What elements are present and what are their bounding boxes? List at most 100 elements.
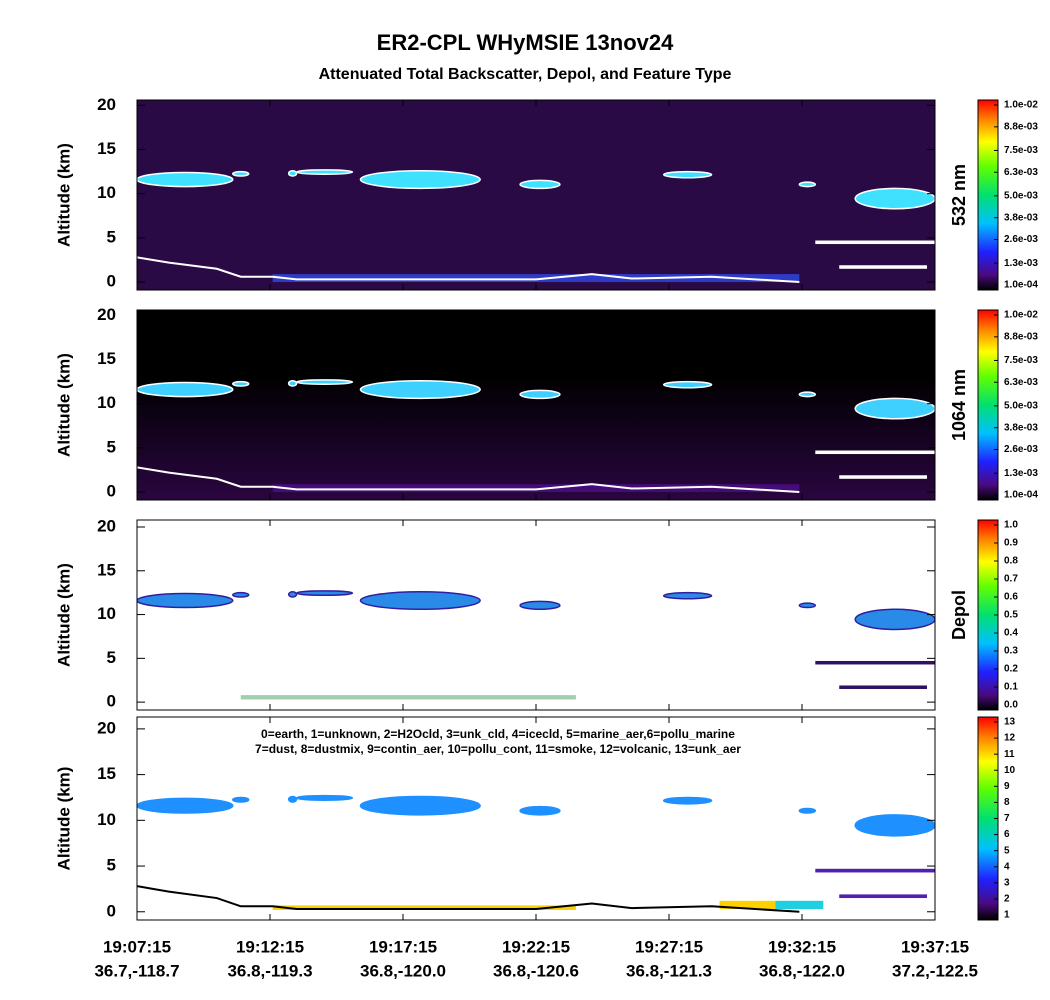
cloud-feature: [798, 181, 817, 188]
colorbar-tick-label: 9: [1004, 781, 1010, 792]
x-tick-coord: 36.8,-119.3: [227, 961, 312, 980]
cloud-feature: [519, 389, 561, 400]
cloud-feature: [359, 169, 481, 190]
plot-background: [137, 520, 935, 710]
cloud-feature: [798, 602, 817, 609]
low-layer: [839, 475, 928, 479]
colorbar-tick-label: 6.3e-03: [1004, 167, 1038, 178]
y-tick-label: 15: [97, 349, 116, 368]
cloud-feature: [232, 380, 250, 387]
colorbar-tick-label: 5.0e-03: [1004, 191, 1038, 202]
x-tick-coord: 36.7,-118.7: [94, 961, 179, 980]
colorbar-tick-label: 1.3e-03: [1004, 258, 1038, 269]
colorbar-label: Depol: [949, 590, 969, 640]
surface-line: [137, 885, 800, 913]
plot-background: [137, 100, 935, 290]
colorbar-tick-label: 1.0e-02: [1004, 310, 1038, 321]
colorbar-tick-label: 10: [1004, 765, 1016, 776]
colorbar-tick-label: 4: [1004, 861, 1010, 872]
colorbar: [977, 99, 999, 291]
cloud-feature: [854, 608, 935, 631]
colorbar-tick-label: 6.3e-03: [1004, 377, 1038, 388]
aerosol-layer: [240, 695, 576, 700]
cloud-feature: [232, 591, 250, 598]
cloud-feature: [295, 590, 354, 597]
low-layer: [815, 660, 935, 665]
plot-area: [137, 310, 935, 500]
y-tick-label: 20: [97, 718, 116, 737]
colorbar-tick-label: 3.8e-03: [1004, 212, 1038, 223]
cloud-feature: [359, 591, 481, 611]
aerosol-layer: [272, 274, 800, 283]
y-tick-label: 20: [97, 305, 116, 324]
x-tick-coord: 36.8,-120.6: [493, 961, 579, 980]
colorbar-tick-label: 0.9: [1004, 538, 1018, 549]
cloud-feature: [359, 379, 481, 400]
cloud-feature: [137, 797, 234, 814]
colorbar-tick-label: 11: [1004, 749, 1015, 760]
colorbar-tick-label: 0.1: [1004, 682, 1018, 693]
x-tick-time: 19:07:15: [103, 937, 171, 956]
colorbar-tick-label: 1.0e-04: [1004, 280, 1038, 291]
colorbar-label: 1064 nm: [949, 369, 969, 441]
colorbar-tick-label: 2.6e-03: [1004, 234, 1038, 245]
x-tick-time: 19:32:15: [768, 937, 836, 956]
colorbar-tick-label: 7: [1004, 813, 1010, 824]
y-axis-label: Altitude (km): [54, 563, 73, 667]
colorbar-tick-label: 7.5e-03: [1004, 145, 1038, 156]
colorbar-tick-label: 0.6: [1004, 592, 1018, 603]
colorbar-tick-label: 1.0: [1004, 520, 1018, 531]
colorbar-tick-label: 0.0: [1004, 700, 1018, 711]
colorbar-tick-label: 0.8: [1004, 556, 1018, 567]
y-axis-label: Altitude (km): [54, 353, 73, 457]
cloud-feature: [854, 814, 935, 837]
y-tick-label: 20: [97, 516, 116, 535]
subtitle: Attenuated Total Backscatter, Depol, and…: [319, 66, 732, 83]
low-layer: [815, 240, 935, 245]
title: ER2-CPL WHyMSIE 13nov24: [377, 30, 674, 55]
y-tick-label: 5: [107, 648, 116, 667]
cloud-feature: [519, 600, 561, 611]
cloud-feature: [287, 591, 298, 598]
low-layer: [815, 450, 935, 455]
colorbar-tick-label: 1: [1004, 910, 1010, 921]
cloud-feature: [232, 170, 250, 177]
colorbar-tick-label: 1.0e-04: [1004, 490, 1038, 501]
colorbar-tick-label: 0.7: [1004, 574, 1018, 585]
cloud-feature: [295, 794, 354, 801]
y-tick-label: 20: [97, 95, 116, 114]
plot-area: [137, 100, 935, 290]
colorbar-tick-label: 3: [1004, 877, 1010, 888]
colorbar: [977, 309, 999, 501]
y-tick-label: 5: [107, 856, 116, 875]
colorbar-tick-label: 2: [1004, 894, 1010, 905]
y-tick-label: 10: [97, 604, 116, 623]
cloud-feature: [287, 169, 298, 177]
aerosol-layer: [272, 484, 800, 493]
y-tick-label: 0: [107, 482, 116, 501]
colorbar-tick-label: 8.8e-03: [1004, 331, 1038, 342]
cloud-feature: [662, 170, 713, 179]
low-layer: [815, 868, 935, 873]
plot-background: [137, 310, 935, 500]
plot-area: [137, 520, 935, 710]
cloud-feature: [662, 380, 713, 389]
colorbar-tick-label: 8: [1004, 797, 1010, 808]
colorbar-label: 532 nm: [949, 164, 969, 226]
y-tick-label: 10: [97, 183, 116, 202]
y-axis-label: Altitude (km): [54, 767, 73, 871]
surface-line: [137, 466, 800, 494]
aerosol-layer: [272, 905, 576, 910]
annotation: 7=dust, 8=dustmix, 9=contin_aer, 10=poll…: [255, 742, 741, 756]
y-axis-label: Altitude (km): [54, 143, 73, 247]
cloud-feature: [854, 187, 935, 210]
x-tick-time: 19:27:15: [635, 937, 703, 956]
cloud-feature: [137, 592, 234, 609]
y-tick-label: 0: [107, 901, 116, 920]
x-tick-coord: 36.8,-120.0: [360, 961, 446, 980]
cloud-feature: [519, 805, 561, 816]
x-tick-time: 19:37:15: [901, 937, 969, 956]
y-tick-label: 15: [97, 139, 116, 158]
colorbar-tick-label: 7.5e-03: [1004, 355, 1038, 366]
